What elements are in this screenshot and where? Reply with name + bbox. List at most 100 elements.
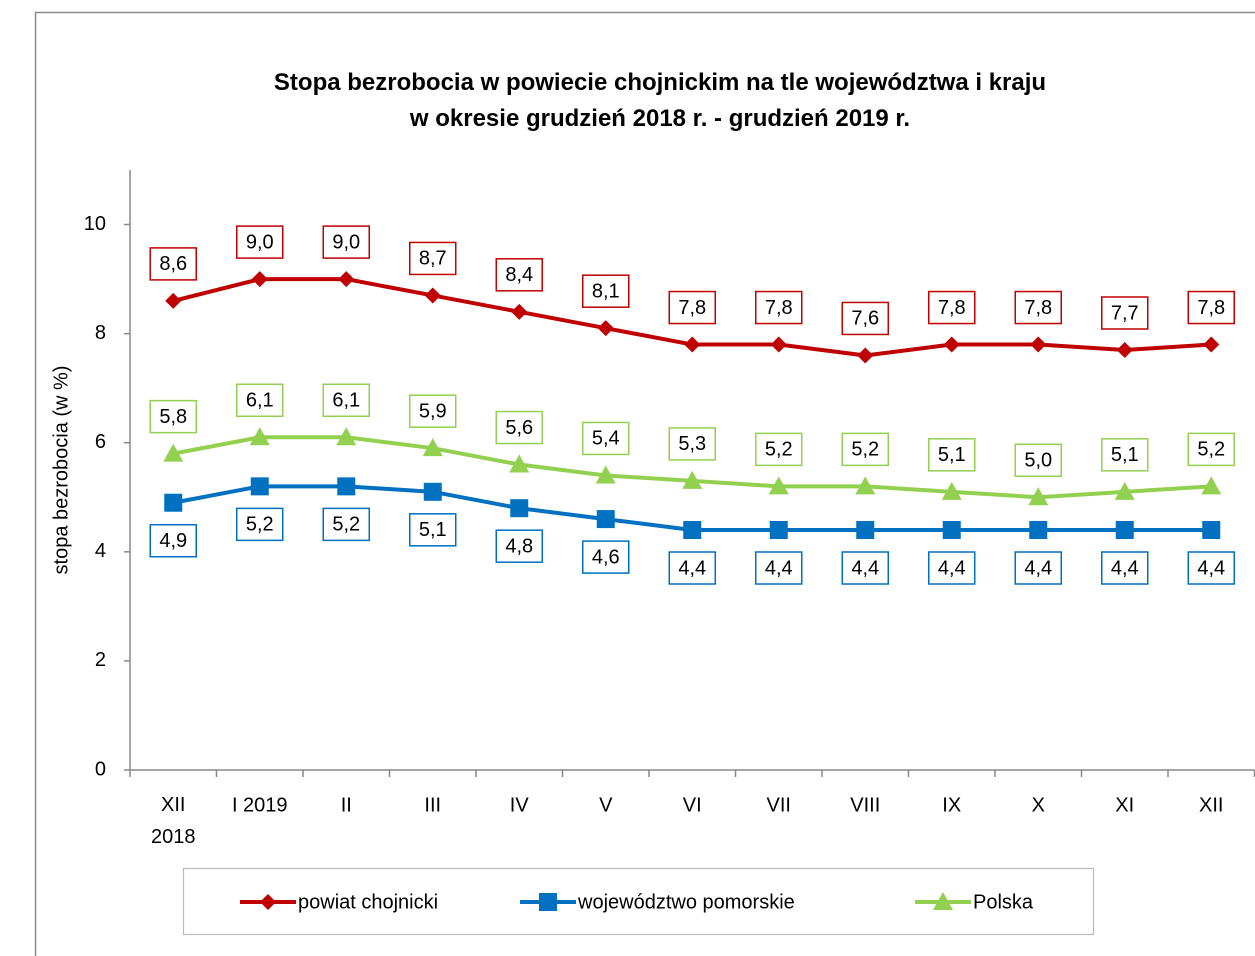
data-label-box xyxy=(1014,290,1062,325)
data-point xyxy=(684,336,701,353)
y-tick-label: 8 xyxy=(95,322,106,344)
data-point xyxy=(943,336,960,353)
legend-label: województwo pomorskie xyxy=(577,891,795,913)
data-point xyxy=(424,287,441,304)
data-point xyxy=(423,482,442,501)
data-point xyxy=(1029,521,1048,539)
data-label: 5,2 xyxy=(1197,439,1225,461)
data-label-box xyxy=(755,551,803,585)
data-label: 8,1 xyxy=(592,280,620,302)
data-label: 7,8 xyxy=(765,297,793,319)
x-tick-label: VI xyxy=(683,794,702,816)
data-label-box xyxy=(1187,290,1235,325)
data-label: 7,8 xyxy=(938,297,966,319)
data-point xyxy=(857,347,874,364)
data-label-box xyxy=(495,410,543,445)
legend-marker xyxy=(539,893,557,911)
data-label: 4,9 xyxy=(159,530,187,552)
data-label: 5,1 xyxy=(419,519,447,541)
data-label-box xyxy=(322,225,370,259)
y-tick-label: 2 xyxy=(95,649,106,671)
data-label-box xyxy=(495,529,543,563)
legend-marker xyxy=(933,892,953,910)
data-label: 4,4 xyxy=(851,557,879,579)
data-label-box xyxy=(841,301,889,336)
data-point xyxy=(1203,336,1220,353)
data-label: 4,4 xyxy=(765,557,793,579)
data-label: 5,2 xyxy=(246,514,274,536)
data-point xyxy=(509,454,530,473)
data-label-box xyxy=(1014,551,1062,585)
data-point xyxy=(855,476,876,495)
data-label: 7,7 xyxy=(1111,302,1139,324)
data-label: 5,0 xyxy=(1024,450,1052,472)
data-label: 8,4 xyxy=(505,264,533,286)
data-label: 9,0 xyxy=(332,231,360,253)
data-label: 6,1 xyxy=(246,390,274,412)
y-tick-label: 0 xyxy=(95,758,106,780)
data-label-box xyxy=(841,551,889,585)
data-point xyxy=(769,521,788,539)
data-label: 5,6 xyxy=(505,417,533,439)
data-point xyxy=(250,477,269,496)
data-label-box xyxy=(582,421,630,456)
x-tick-label: III xyxy=(424,794,441,816)
data-point xyxy=(422,438,443,457)
data-label-box xyxy=(1101,551,1149,585)
x-tick-label: I 2019 xyxy=(232,794,288,816)
data-point xyxy=(338,271,355,288)
data-point xyxy=(1202,521,1221,539)
data-point xyxy=(163,443,184,462)
data-label: 4,4 xyxy=(678,557,706,579)
data-label-box xyxy=(928,290,976,325)
data-label-box xyxy=(582,274,630,308)
data-label: 5,1 xyxy=(938,444,966,466)
legend-marker xyxy=(260,894,276,910)
data-point xyxy=(1114,481,1135,500)
data-point xyxy=(249,427,270,446)
data-label: 5,9 xyxy=(419,400,447,422)
chart-title: Stopa bezrobocia w powiecie chojnickim n… xyxy=(274,69,1046,132)
data-label: 5,3 xyxy=(678,433,706,455)
data-label-box xyxy=(149,523,197,558)
data-label: 5,1 xyxy=(1111,444,1139,466)
data-label: 7,6 xyxy=(851,308,879,330)
data-label-box xyxy=(409,394,457,428)
data-label-box xyxy=(409,241,457,276)
data-label-box xyxy=(582,540,630,574)
legend: powiat chojnicki województwo pomorskie Pol… xyxy=(182,867,1095,936)
x-tick-label: VII xyxy=(767,794,791,816)
data-label-box xyxy=(236,383,284,418)
data-label-box xyxy=(1187,551,1235,585)
x-tick-label: II xyxy=(341,794,352,816)
data-label: 5,8 xyxy=(159,406,187,428)
data-label-box xyxy=(668,427,716,461)
x-tick-label: XII xyxy=(1199,794,1223,816)
x-tick-label: IV xyxy=(510,794,530,816)
data-label-box xyxy=(755,290,803,325)
data-label-box xyxy=(149,399,197,434)
chart-border xyxy=(34,11,1255,956)
data-point xyxy=(164,493,183,512)
data-point xyxy=(511,303,528,320)
data-label-box xyxy=(928,551,976,585)
x-tick-label: XI xyxy=(1115,794,1134,816)
x-tick-label: V xyxy=(599,794,613,816)
data-label-box xyxy=(1187,432,1235,467)
data-label: 5,2 xyxy=(765,439,793,461)
data-point xyxy=(856,521,875,539)
data-label: 4,6 xyxy=(592,546,620,568)
data-label-box xyxy=(149,247,197,281)
data-point xyxy=(1201,476,1222,495)
data-label: 7,8 xyxy=(1197,297,1225,319)
data-label: 8,7 xyxy=(419,248,447,270)
x-tick-label: XII 2018 xyxy=(151,794,196,848)
data-point xyxy=(597,320,614,337)
data-label: 8,6 xyxy=(159,253,187,275)
x-tick-label: VIII xyxy=(850,794,880,816)
data-label-box xyxy=(495,258,543,292)
data-point xyxy=(336,427,357,446)
data-label-box xyxy=(322,507,370,542)
